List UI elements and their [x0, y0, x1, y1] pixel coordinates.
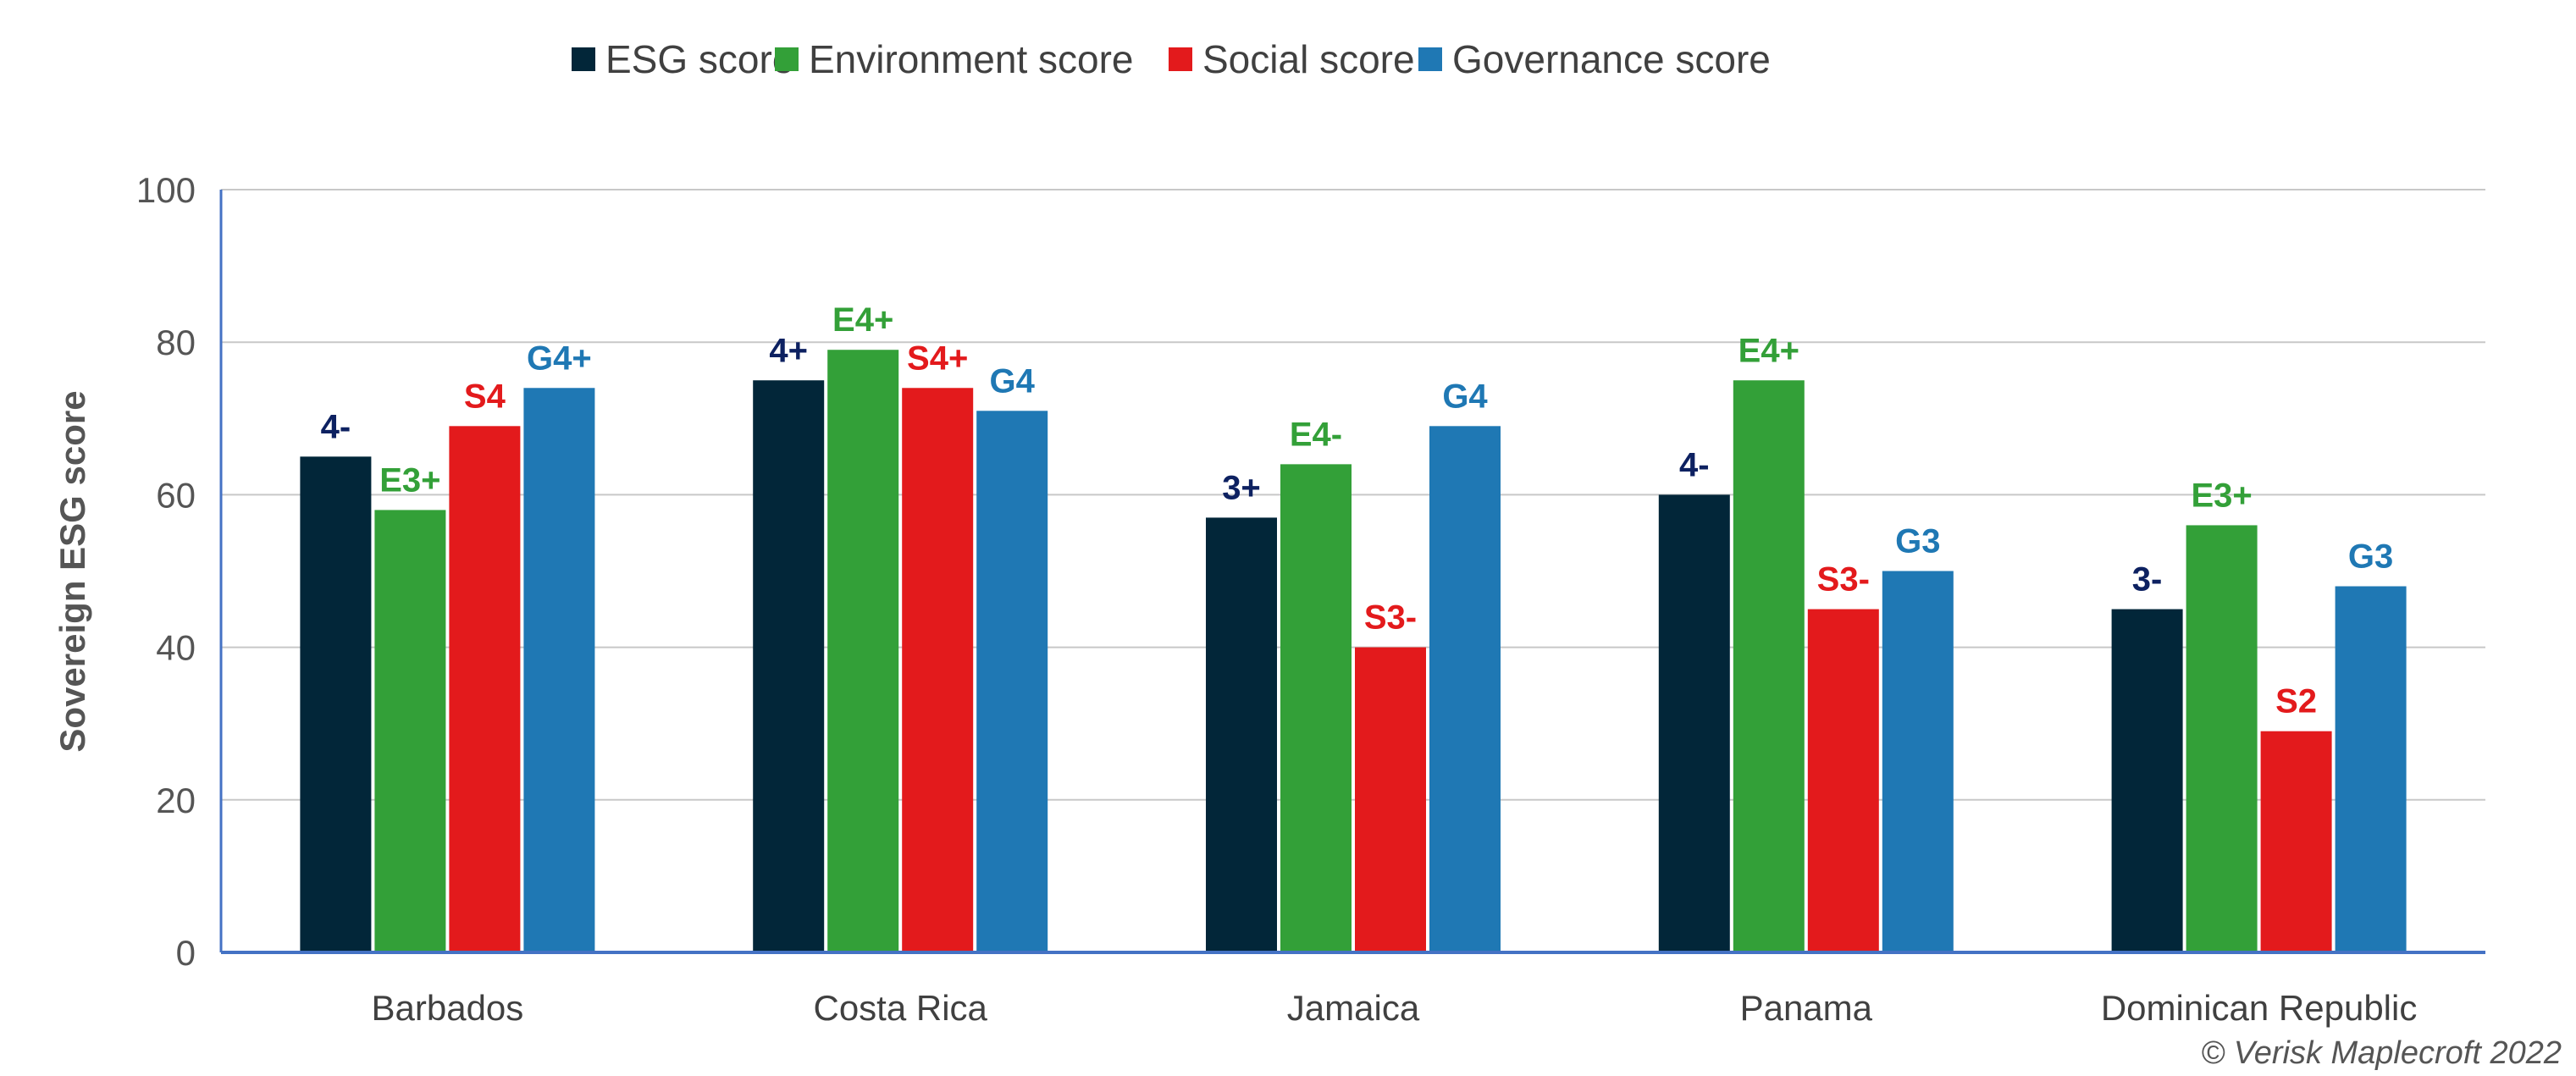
- bar-social-score: [2260, 731, 2332, 952]
- legend-label: Social score: [1202, 37, 1415, 81]
- bar-environment-score: [2186, 525, 2258, 952]
- data-label: S4: [464, 378, 506, 415]
- x-tick-label: Panama: [1740, 988, 1873, 1028]
- legend-item: Governance score: [1418, 37, 1771, 81]
- bars: 4- E3+ S4 G4+ 4+ E4+ S4+ G4 3+ E4- S3- G4 4- E4+ S3- G3…: [300, 301, 2407, 953]
- legend-swatch: [572, 47, 595, 71]
- bar-esg-score: [1658, 494, 1730, 952]
- bar-esg-score: [2111, 609, 2183, 952]
- bar-esg-score: [300, 456, 372, 952]
- data-label: G3: [1895, 523, 1940, 560]
- data-label: E3+: [2191, 477, 2252, 514]
- copyright: © Verisk Maplecroft 2022: [2201, 1035, 2562, 1071]
- legend-item: Social score: [1169, 37, 1415, 81]
- data-label: E4+: [1739, 332, 1799, 369]
- legend-label: Governance score: [1452, 37, 1771, 81]
- y-tick-label: 100: [136, 170, 196, 210]
- legend-label: Environment score: [809, 37, 1134, 81]
- x-tick-label: Dominican Republic: [2101, 988, 2418, 1028]
- gridlines: [221, 189, 2485, 801]
- bar-social-score: [1355, 647, 1426, 952]
- data-label: G4+: [527, 339, 592, 377]
- bar-governance-score: [523, 388, 595, 952]
- bar-governance-score: [976, 411, 1048, 952]
- bar-environment-score: [1733, 380, 1805, 952]
- legend: ESG score Environment score Social score Go…: [572, 37, 1771, 81]
- data-label: G4: [1442, 378, 1488, 415]
- legend-label: ESG score: [605, 37, 793, 81]
- data-label: 3-: [2132, 561, 2163, 599]
- y-tick-label: 80: [156, 323, 196, 362]
- axes: 0 20 40 60 80 100 Barbados Costa Rica Jamaica Pan…: [136, 170, 2485, 1028]
- y-tick-label: 60: [156, 475, 196, 515]
- y-tick-label: 0: [176, 933, 196, 973]
- legend-swatch: [1169, 47, 1192, 71]
- data-label: S4+: [907, 339, 968, 377]
- bar-environment-score: [827, 350, 899, 953]
- bar-environment-score: [1280, 464, 1352, 952]
- x-tick-label: Jamaica: [1287, 988, 1420, 1028]
- y-tick-label: 40: [156, 628, 196, 668]
- legend-item: ESG score: [572, 37, 793, 81]
- data-label: S3-: [1817, 561, 1870, 599]
- data-label: G3: [2348, 538, 2393, 576]
- bar-social-score: [902, 388, 974, 952]
- data-label: 3+: [1222, 469, 1261, 506]
- y-tick-label: 20: [156, 781, 196, 820]
- x-tick-label: Barbados: [372, 988, 524, 1028]
- bar-social-score: [1807, 609, 1879, 952]
- data-label: S3-: [1364, 599, 1417, 637]
- data-label: E3+: [379, 461, 440, 499]
- legend-swatch: [1418, 47, 1442, 71]
- data-label: S2: [2275, 683, 2317, 720]
- data-label: G4: [990, 362, 1036, 400]
- legend-swatch: [775, 47, 799, 71]
- bar-governance-score: [2335, 586, 2407, 952]
- bar-esg-score: [753, 380, 825, 952]
- bar-governance-score: [1429, 426, 1501, 952]
- data-label: 4-: [321, 408, 351, 445]
- data-label: E4-: [1290, 416, 1342, 453]
- y-axis-label: Sovereign ESG score: [53, 390, 92, 752]
- bar-environment-score: [374, 510, 446, 952]
- legend-item: Environment score: [775, 37, 1134, 81]
- bar-esg-score: [1206, 517, 1277, 952]
- bar-social-score: [449, 426, 521, 952]
- data-label: 4-: [1679, 446, 1710, 483]
- data-label: E4+: [832, 301, 893, 339]
- data-label: 4+: [769, 332, 808, 369]
- bar-governance-score: [1882, 571, 1954, 952]
- x-tick-label: Costa Rica: [813, 988, 987, 1028]
